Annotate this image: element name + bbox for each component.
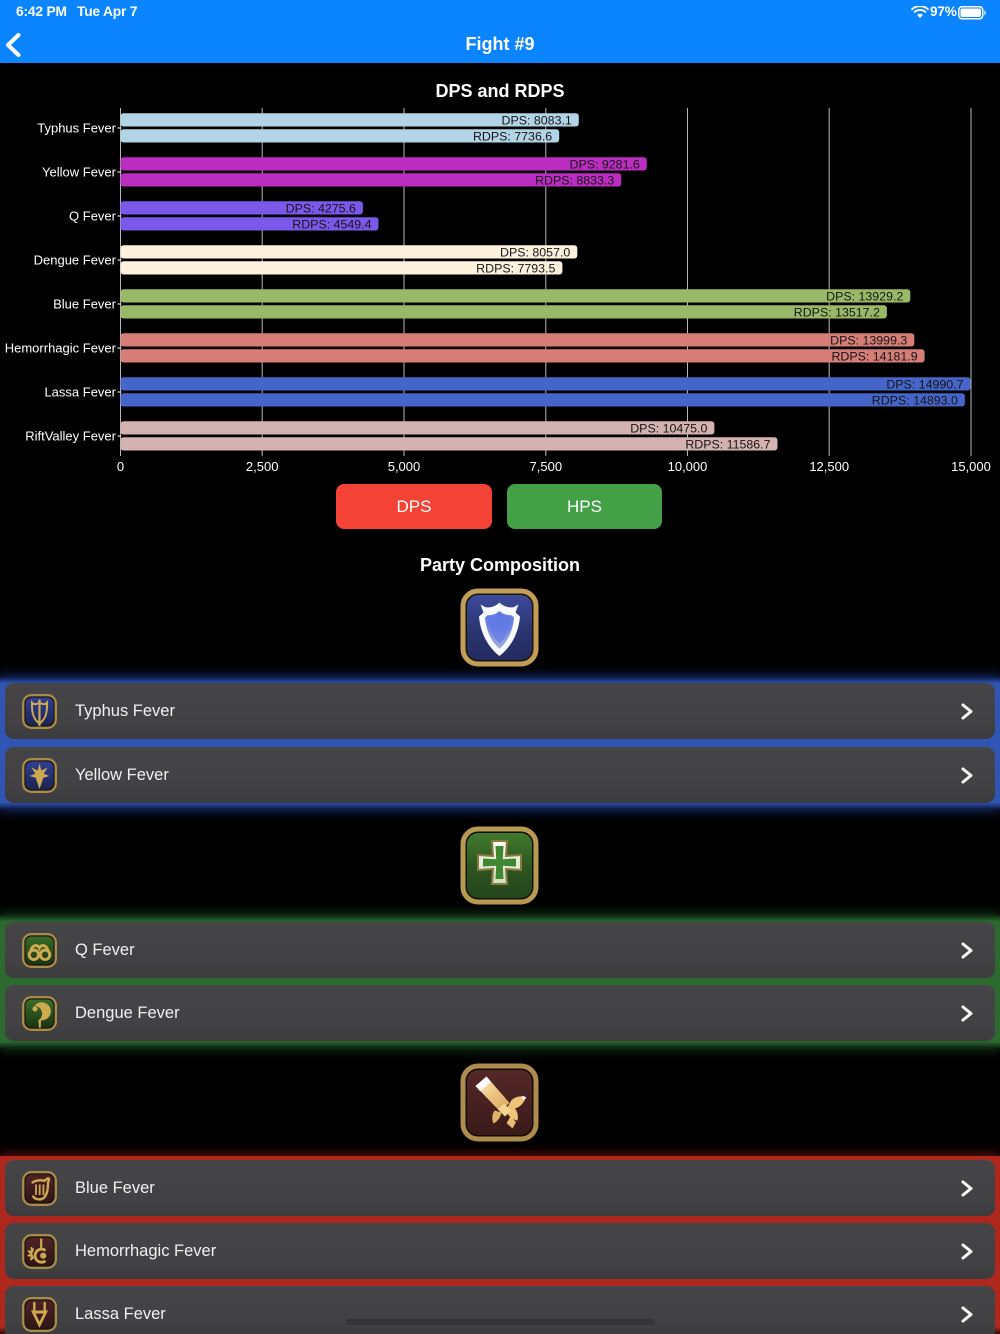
svg-text:0: 0 — [117, 459, 124, 474]
svg-text:DPS: 8083.1: DPS: 8083.1 — [502, 114, 572, 128]
svg-text:RDPS: 14893.0: RDPS: 14893.0 — [872, 394, 958, 408]
svg-text:Blue Fever: Blue Fever — [53, 297, 117, 312]
svg-text:DPS: 13999.3: DPS: 13999.3 — [830, 334, 907, 348]
svg-text:RDPS: 8833.3: RDPS: 8833.3 — [535, 174, 614, 188]
svg-text:DPS: 14990.7: DPS: 14990.7 — [886, 378, 963, 392]
svg-text:Q Fever: Q Fever — [69, 209, 117, 224]
svg-text:DPS: 13929.2: DPS: 13929.2 — [826, 290, 903, 304]
svg-text:DPS: 8057.0: DPS: 8057.0 — [500, 246, 570, 260]
svg-text:DPS: 9281.6: DPS: 9281.6 — [570, 158, 640, 172]
svg-text:RDPS: 7793.5: RDPS: 7793.5 — [476, 262, 555, 276]
svg-text:12,500: 12,500 — [809, 459, 849, 474]
svg-text:Yellow Fever: Yellow Fever — [42, 165, 117, 180]
svg-text:DPS: 4275.6: DPS: 4275.6 — [286, 202, 356, 216]
svg-text:Typhus Fever: Typhus Fever — [37, 121, 116, 136]
svg-text:2,500: 2,500 — [246, 459, 279, 474]
svg-text:RDPS: 13517.2: RDPS: 13517.2 — [794, 306, 880, 320]
svg-text:DPS: 10475.0: DPS: 10475.0 — [630, 422, 707, 436]
svg-text:7,500: 7,500 — [530, 459, 563, 474]
svg-text:RDPS: 4549.4: RDPS: 4549.4 — [292, 218, 371, 232]
svg-text:RDPS: 14181.9: RDPS: 14181.9 — [831, 350, 917, 364]
svg-text:15,000: 15,000 — [951, 459, 991, 474]
svg-text:Dengue Fever: Dengue Fever — [34, 253, 117, 268]
svg-text:DPS and RDPS: DPS and RDPS — [435, 81, 564, 101]
svg-text:RDPS: 7736.6: RDPS: 7736.6 — [473, 130, 552, 144]
svg-text:5,000: 5,000 — [388, 459, 421, 474]
svg-text:Hemorrhagic Fever: Hemorrhagic Fever — [5, 341, 117, 356]
svg-text:Lassa Fever: Lassa Fever — [44, 385, 116, 400]
svg-text:10,000: 10,000 — [668, 459, 708, 474]
svg-text:RiftValley Fever: RiftValley Fever — [25, 429, 116, 444]
svg-text:RDPS: 11586.7: RDPS: 11586.7 — [685, 438, 770, 452]
